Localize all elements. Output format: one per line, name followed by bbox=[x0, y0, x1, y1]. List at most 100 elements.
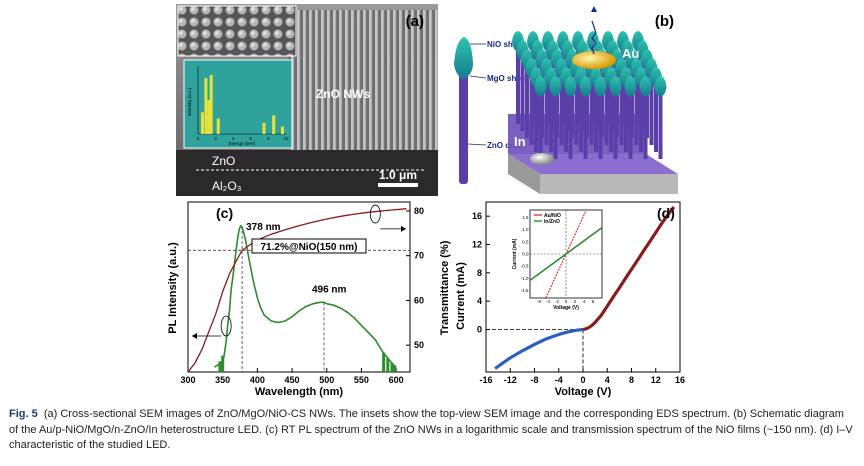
c-xtick-label-6: 600 bbox=[389, 375, 404, 385]
single-wire-core bbox=[459, 69, 468, 184]
d-xtick-label-4: 0 bbox=[580, 375, 585, 385]
eds-inset bbox=[183, 59, 293, 149]
inset-xtick-label-5: 4 bbox=[583, 299, 586, 304]
layer-label-zno: ZnO bbox=[212, 154, 235, 168]
scale-bar-label: 1.0 μm bbox=[379, 168, 417, 182]
panel-b-svg: NiO shell MgO shell ZnO core Au In (b) bbox=[454, 6, 678, 194]
d-ytick-label-2: 8 bbox=[477, 268, 482, 278]
inset-xtick-label-3: 0 bbox=[565, 299, 568, 304]
eds-ylabel: Intensity (a.u.) bbox=[187, 87, 192, 116]
c-ytick-label-1: 60 bbox=[414, 295, 424, 305]
inset-xlabel: Voltage (V) bbox=[553, 305, 579, 311]
eds-tick-2: 4 bbox=[232, 136, 235, 141]
wire-tip-51 bbox=[624, 76, 637, 97]
single-wire-shell bbox=[454, 37, 473, 80]
pl-noise-bar-5 bbox=[393, 365, 397, 372]
panel-c-svg: 300 350 400 450 500 550 600 50 60 70 80 (c) 378 nm… bbox=[167, 201, 451, 398]
c-xtick-label-2: 400 bbox=[250, 375, 265, 385]
inset-legend-label-0: Au/NiO bbox=[544, 213, 561, 219]
iv-series-0 bbox=[494, 327, 584, 370]
eds-peak-4 bbox=[216, 118, 220, 134]
right-axis-indicator bbox=[369, 204, 381, 224]
panel-c-chart: 300 350 400 450 500 550 600 50 60 70 80 (c) 378 nm… bbox=[167, 196, 458, 402]
eds-plot: 0 2 4 6 8 10 Energy (keV) Intensity (a.u.) bbox=[187, 66, 289, 146]
mgo-shell-label: MgO shell bbox=[487, 74, 525, 83]
eds-peak-5 bbox=[262, 122, 266, 134]
iv-series-1 bbox=[582, 206, 676, 332]
wire-stem-29 bbox=[559, 71, 564, 145]
eds-tick-5: 10 bbox=[283, 136, 289, 141]
wire-stem-18 bbox=[525, 62, 529, 138]
au-electrode bbox=[572, 51, 616, 69]
wire-tip-48 bbox=[579, 76, 592, 97]
panel-d-label: (d) bbox=[657, 205, 675, 221]
transmittance-line bbox=[187, 208, 407, 373]
pl-noise-bar-1 bbox=[221, 355, 225, 372]
panel-b-schematic: NiO shell MgO shell ZnO core Au In (b) bbox=[446, 4, 684, 196]
inset-ytick-label-2: -0.5 bbox=[521, 264, 529, 269]
nanowire-array bbox=[288, 10, 438, 150]
wire-stem-37 bbox=[549, 80, 553, 152]
wire-stem-51 bbox=[628, 89, 633, 159]
inset-ytick-label-0: -1.5 bbox=[521, 288, 529, 293]
wire-tip-50 bbox=[609, 76, 622, 97]
d-xtick-label-0: -16 bbox=[479, 375, 492, 385]
wire-tip-53 bbox=[654, 76, 667, 97]
d-xtick-label-5: 4 bbox=[605, 375, 610, 385]
layer-label-al2o3: Al₂O₃ bbox=[212, 179, 242, 193]
eds-tick-3: 6 bbox=[250, 136, 253, 141]
wire-stem-48 bbox=[583, 89, 588, 159]
panel-a-label: (a) bbox=[406, 13, 424, 30]
wire-stem-49 bbox=[598, 89, 603, 159]
transmittance-box bbox=[251, 238, 367, 254]
panel-a-sem-image: 0 2 4 6 8 10 Energy (keV) Intensity (a.u.) (a) … bbox=[176, 4, 438, 196]
wire-stem-42 bbox=[624, 80, 628, 152]
pl-noise-bar-0 bbox=[218, 361, 222, 372]
wire-stem-27 bbox=[529, 71, 534, 145]
inset-xtick-label-6: 6 bbox=[592, 299, 595, 304]
wire-stem-30 bbox=[574, 71, 579, 145]
wire-stem-0 bbox=[516, 44, 520, 124]
wire-stem-44 bbox=[654, 80, 658, 152]
left-axis-arrowhead-icon bbox=[192, 333, 197, 339]
inset-ytick-label-3: 0.0 bbox=[522, 252, 529, 257]
inset-xtick-label-0: -6 bbox=[537, 299, 541, 304]
figure-caption: Fig. 5 (a) Cross-sectional SEM images of… bbox=[9, 407, 855, 454]
wire-stem-38 bbox=[564, 80, 568, 152]
top-view-inset bbox=[177, 5, 297, 57]
eds-peak-2 bbox=[207, 99, 211, 134]
wire-tip-47 bbox=[564, 76, 577, 97]
c-xtick-label-4: 500 bbox=[319, 375, 334, 385]
eds-xlabel: Energy (keV) bbox=[229, 141, 256, 146]
in-electrode bbox=[530, 153, 554, 165]
eds-peak-3 bbox=[209, 75, 213, 134]
d-xtick-label-8: 16 bbox=[675, 375, 685, 385]
substrate-layer bbox=[176, 150, 438, 196]
left-axis-indicator bbox=[220, 315, 232, 337]
wire-stem-32 bbox=[604, 71, 609, 145]
wire-stem-52 bbox=[643, 89, 648, 159]
inset-xtick-label-4: 2 bbox=[574, 299, 577, 304]
panel-c-frame bbox=[187, 201, 411, 373]
wire-stem-34 bbox=[634, 71, 639, 145]
inset-ylabel: Current (mA) bbox=[512, 238, 518, 269]
panel-d-chart: -16 -12 -8 -4 0 4 8 12 16 0 4 8 12 16 -6 -4 -2 0 2 4 6 -1.5 -… bbox=[452, 196, 696, 402]
emission-arrow-icon bbox=[591, 6, 597, 12]
pl-noise-bar-2 bbox=[382, 352, 386, 372]
caption-fig-number: Fig. 5 bbox=[9, 408, 38, 420]
zno-core-label: ZnO core bbox=[487, 141, 523, 150]
c-ylabel-right: Transmittance (%) bbox=[439, 240, 451, 335]
wire-stem-31 bbox=[589, 71, 594, 145]
inset-xtick-label-1: -4 bbox=[546, 299, 550, 304]
wire-stem-45 bbox=[538, 89, 543, 159]
annotation-transmittance: 71.2%@NiO(150 nm) bbox=[260, 242, 357, 253]
c-ytick-label-0: 50 bbox=[414, 340, 424, 350]
core-pointer bbox=[467, 143, 487, 146]
c-xtick-label-3: 450 bbox=[285, 375, 300, 385]
d-ytick-label-3: 12 bbox=[472, 240, 482, 250]
wire-tip-52 bbox=[639, 76, 652, 97]
inset-ytick-label-4: 0.5 bbox=[522, 239, 529, 244]
c-xtick-label-0: 300 bbox=[180, 375, 195, 385]
wire-stem-28 bbox=[544, 71, 549, 145]
mgo-pointer bbox=[469, 75, 487, 79]
